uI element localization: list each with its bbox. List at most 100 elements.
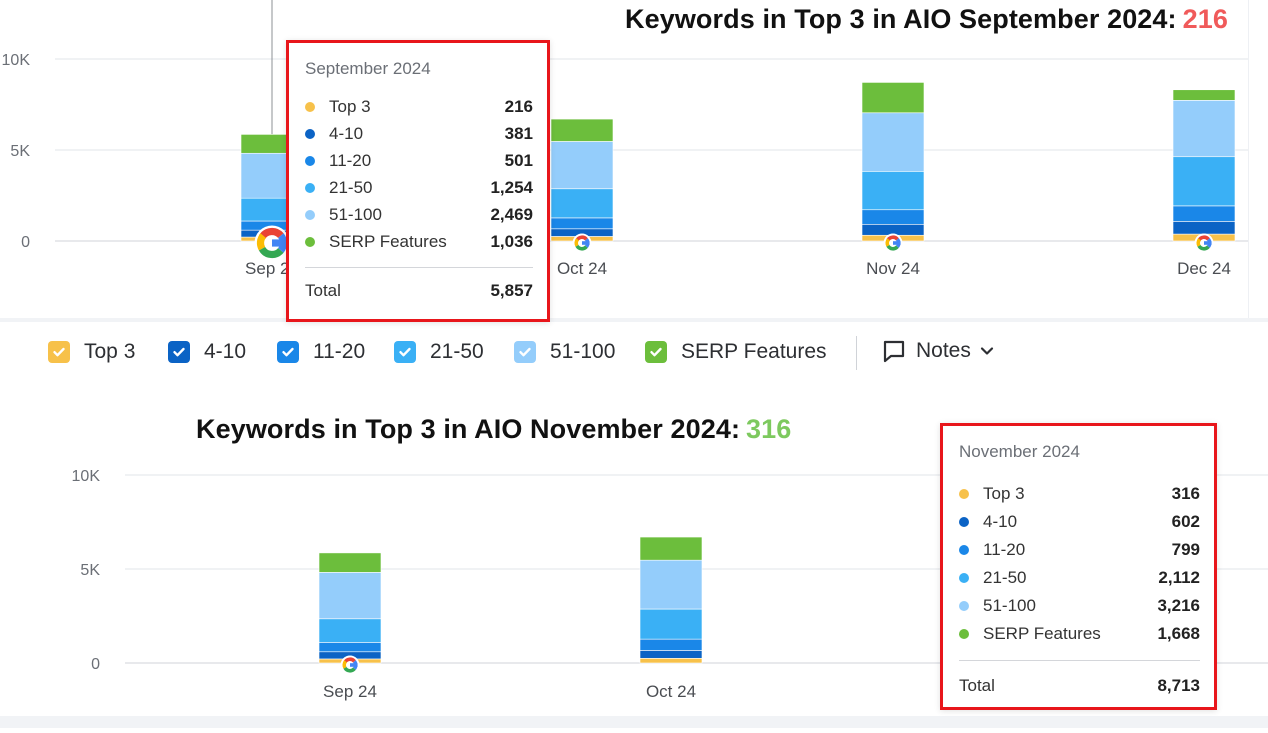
bar-segment-serp[interactable] — [1172, 89, 1236, 101]
bar-segment-21-50[interactable] — [639, 608, 703, 640]
bar-segment-51-100[interactable] — [550, 141, 614, 190]
y-tick-label: 5K — [80, 562, 100, 579]
headline-november: Keywords in Top 3 in AIO November 2024: 3… — [196, 414, 791, 445]
tooltip-title: November 2024 — [959, 442, 1080, 461]
bar-segment-serp[interactable] — [550, 118, 614, 142]
google-icon — [254, 225, 290, 261]
checkbox-checked-icon[interactable] — [645, 341, 667, 363]
notes-button[interactable]: Notes — [882, 339, 995, 363]
series-dot-icon — [959, 545, 969, 555]
x-tick-label: Oct 24 — [646, 682, 696, 701]
tooltip-row-label: 4-10 — [329, 124, 364, 143]
tooltip-divider — [305, 267, 533, 268]
tooltip-row-51-100: 51-100 2,469 — [305, 202, 533, 228]
headline-november-text: Keywords in Top 3 in AIO November 2024: — [196, 414, 741, 444]
bar-segment-51-100[interactable] — [1172, 100, 1236, 158]
tooltip-row-label: Top 3 — [329, 97, 371, 116]
series-dot-icon — [305, 237, 315, 247]
bar-segment-4-10[interactable] — [639, 650, 703, 659]
series-dot-icon — [959, 573, 969, 583]
bar-segment-11-20[interactable] — [1172, 205, 1236, 222]
google-icon — [340, 655, 360, 675]
tooltip-row-label: SERP Features — [329, 232, 447, 251]
google-icon — [1194, 233, 1214, 253]
comment-icon — [882, 339, 906, 363]
tooltip-title: September 2024 — [305, 59, 431, 78]
tooltip-row-label: 11-20 — [983, 540, 1026, 559]
tooltip-row-4-10: 4-10 602 — [959, 509, 1200, 535]
bar-segment-serp[interactable] — [861, 82, 925, 114]
tooltip-divider — [959, 660, 1200, 661]
legend-label: 51-100 — [550, 340, 616, 363]
bar-segment-21-50[interactable] — [318, 618, 382, 643]
bar-segment-serp[interactable] — [639, 536, 703, 561]
bar-segment-serp[interactable] — [318, 552, 382, 573]
tooltip-row-label: Top 3 — [983, 484, 1025, 503]
legend-item-51-100[interactable]: 51-100 — [514, 340, 615, 364]
google-icon — [883, 233, 903, 253]
bar-segment-51-100[interactable] — [639, 559, 703, 610]
legend-item-11-20[interactable]: 11-20 — [277, 340, 365, 364]
bar-segment-4-10[interactable] — [1172, 221, 1236, 235]
tooltip-row-value: 381 — [504, 124, 533, 143]
tooltip-row-value: 216 — [504, 97, 533, 116]
tooltip-row-serp: SERP Features 1,036 — [305, 229, 533, 255]
bar-segment-11-20[interactable] — [318, 642, 382, 653]
legend-item-4-10[interactable]: 4-10 — [168, 340, 246, 364]
series-dot-icon — [305, 210, 315, 220]
tooltip-row-label: 51-100 — [329, 205, 382, 224]
bar-segment-11-20[interactable] — [861, 209, 925, 225]
y-tick-label: 10K — [72, 468, 101, 485]
top-chart-panel: 0 5K 10K Sep 24 Oct 24 Nov 24 Dec 24 — [0, 0, 1249, 318]
legend-item-top3[interactable]: Top 3 — [48, 340, 135, 364]
y-tick-label: 0 — [91, 656, 100, 673]
november-tooltip: November 2024 Top 3 316 4-10 602 11-20 799 21-… — [940, 423, 1217, 710]
tooltip-row-value: 316 — [1171, 484, 1200, 503]
tooltip-row-label: 11-20 — [329, 151, 372, 170]
bar-segment-21-50[interactable] — [550, 188, 614, 219]
legend-separator — [856, 336, 857, 370]
legend-label: SERP Features — [681, 340, 827, 363]
checkbox-checked-icon[interactable] — [48, 341, 70, 363]
bar-segment-11-20[interactable] — [550, 217, 614, 230]
tooltip-row-11-20: 11-20 501 — [305, 148, 533, 174]
checkbox-checked-icon[interactable] — [514, 341, 536, 363]
legend-item-21-50[interactable]: 21-50 — [394, 340, 484, 364]
tooltip-total-value: 8,713 — [1157, 676, 1200, 695]
bar-segment-21-50[interactable] — [1172, 156, 1236, 207]
y-tick-label: 10K — [2, 52, 31, 69]
headline-september: Keywords in Top 3 in AIO September 2024:… — [625, 4, 1228, 35]
x-tick-label: Sep 24 — [245, 259, 299, 278]
bar-segment-top3[interactable] — [639, 657, 703, 664]
series-dot-icon — [305, 102, 315, 112]
y-tick-label: 5K — [10, 143, 30, 160]
bar-segment-51-100[interactable] — [318, 572, 382, 620]
top-stacked-bar-chart: 0 5K 10K Sep 24 Oct 24 Nov 24 Dec 24 — [2, 0, 1248, 278]
tooltip-row-value: 3,216 — [1157, 596, 1200, 615]
tooltip-row-value: 1,668 — [1157, 624, 1200, 643]
tooltip-row-value: 2,469 — [490, 205, 533, 224]
tooltip-row-label: 21-50 — [983, 568, 1027, 587]
tooltip-row-label: SERP Features — [983, 624, 1101, 643]
tooltip-total: Total 5,857 — [305, 281, 533, 301]
checkbox-checked-icon[interactable] — [168, 341, 190, 363]
tooltip-row-label: 51-100 — [983, 596, 1036, 615]
checkbox-checked-icon[interactable] — [277, 341, 299, 363]
bar-segment-51-100[interactable] — [861, 112, 925, 172]
checkbox-checked-icon[interactable] — [394, 341, 416, 363]
series-dot-icon — [959, 489, 969, 499]
legend-item-serp[interactable]: SERP Features — [645, 340, 827, 364]
tooltip-row-4-10: 4-10 381 — [305, 121, 533, 147]
bar-segment-21-50[interactable] — [861, 171, 925, 211]
bar-segment-11-20[interactable] — [639, 638, 703, 651]
x-tick-label: Sep 24 — [323, 682, 377, 701]
bottom-stacked-bar-chart: 0 5K 10K Sep 24 Oct 24 — [72, 468, 1268, 701]
tooltip-row-51-100: 51-100 3,216 — [959, 593, 1200, 619]
series-dot-icon — [959, 629, 969, 639]
tooltip-row-top3: Top 3 316 — [959, 481, 1200, 507]
tooltip-row-label: 21-50 — [329, 178, 373, 197]
tooltip-row-value: 501 — [504, 151, 533, 170]
tooltip-row-top3: Top 3 216 — [305, 94, 533, 120]
notes-label: Notes — [916, 339, 971, 362]
tooltip-row-value: 602 — [1171, 512, 1200, 531]
